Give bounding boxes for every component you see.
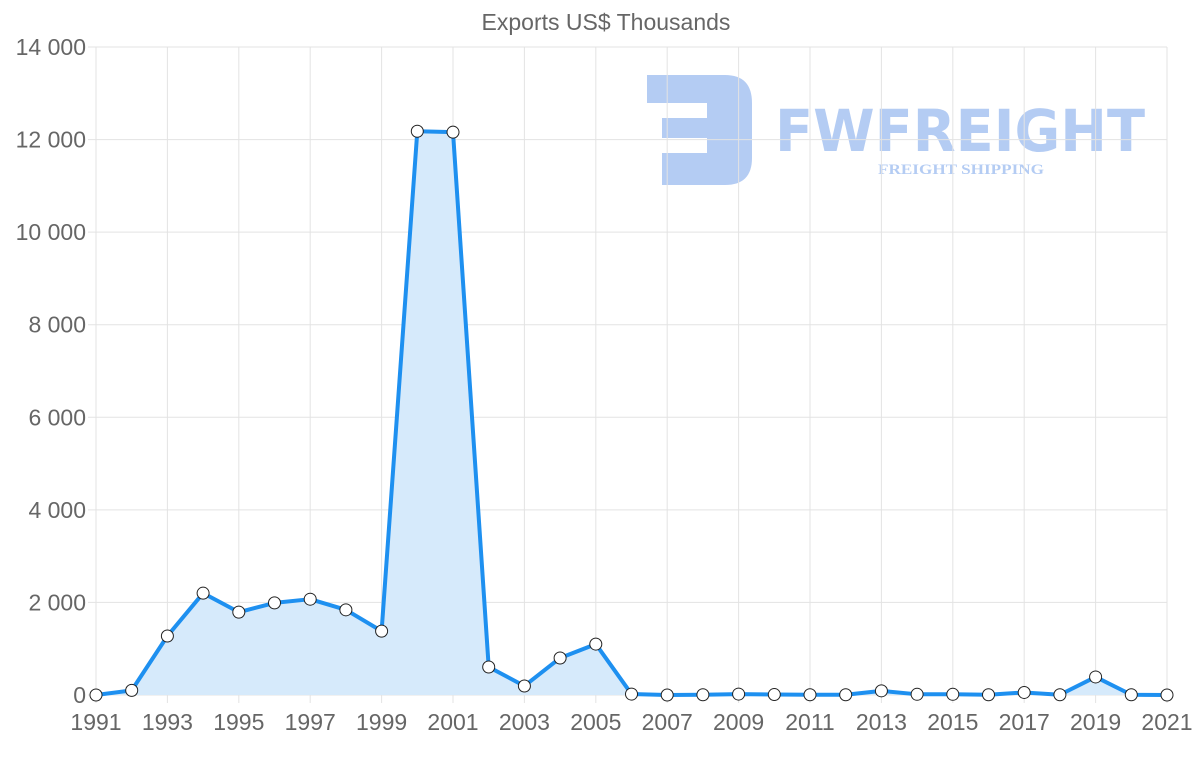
y-tick-label: 14 000 <box>16 34 86 60</box>
data-point <box>125 683 139 697</box>
data-point <box>339 603 353 617</box>
data-point <box>89 688 103 702</box>
data-point <box>553 651 567 665</box>
x-tick-label: 2017 <box>999 709 1050 735</box>
x-tick-label: 2003 <box>499 709 550 735</box>
data-point <box>1160 688 1174 702</box>
x-tick-label: 2009 <box>713 709 764 735</box>
x-tick-label: 2007 <box>642 709 693 735</box>
data-point <box>1089 670 1103 684</box>
data-point <box>946 687 960 701</box>
x-tick-label: 1999 <box>356 709 407 735</box>
data-point <box>1017 685 1031 699</box>
y-tick-label: 0 <box>73 682 86 708</box>
data-point <box>625 687 638 701</box>
y-tick-label: 6 000 <box>28 404 86 430</box>
chart-title: Exports US$ Thousands <box>482 9 731 35</box>
data-point <box>268 596 281 610</box>
x-tick-label: 2015 <box>927 709 978 735</box>
series-area <box>96 131 1167 696</box>
watermark-logo: FWFREIGHT FREIGHT SHIPPING <box>645 73 1155 188</box>
data-point <box>303 592 317 606</box>
data-point <box>196 586 210 600</box>
data-point <box>839 688 853 702</box>
svg-text:FWFREIGHT: FWFREIGHT <box>775 97 1145 165</box>
data-point <box>874 684 888 698</box>
y-tick-label: 12 000 <box>16 127 86 153</box>
x-tick-label: 2013 <box>856 709 907 735</box>
data-point <box>660 688 674 702</box>
x-tick-label: 1995 <box>213 709 264 735</box>
data-point <box>232 605 246 619</box>
data-point <box>446 125 460 139</box>
data-point <box>1124 688 1138 702</box>
data-point <box>482 660 496 674</box>
data-point <box>732 687 746 701</box>
data-point <box>410 124 424 138</box>
data-point <box>160 629 174 643</box>
x-tick-label: 1997 <box>285 709 336 735</box>
data-point <box>696 688 710 702</box>
fwfreight-logo-icon: FWFREIGHT FREIGHT SHIPPING <box>647 75 1145 185</box>
data-point <box>375 624 389 638</box>
data-point <box>1053 688 1067 702</box>
y-tick-label: 10 000 <box>16 219 86 245</box>
data-point <box>803 688 817 702</box>
y-tick-label: 2 000 <box>28 589 86 615</box>
x-tick-label: 1991 <box>70 709 121 735</box>
x-tick-label: 2001 <box>427 709 478 735</box>
data-point <box>517 679 531 693</box>
x-tick-label: 2011 <box>785 709 834 735</box>
x-tick-label: 1993 <box>142 709 193 735</box>
svg-text:FREIGHT SHIPPING: FREIGHT SHIPPING <box>878 162 1044 178</box>
y-tick-label: 8 000 <box>28 312 86 338</box>
x-tick-label: 2019 <box>1070 709 1121 735</box>
data-point <box>767 688 781 702</box>
y-tick-label: 4 000 <box>28 497 86 523</box>
data-point <box>589 637 603 651</box>
x-tick-label: 2021 <box>1141 709 1192 735</box>
x-tick-label: 2005 <box>570 709 621 735</box>
data-point <box>982 688 995 702</box>
data-point <box>910 687 924 701</box>
